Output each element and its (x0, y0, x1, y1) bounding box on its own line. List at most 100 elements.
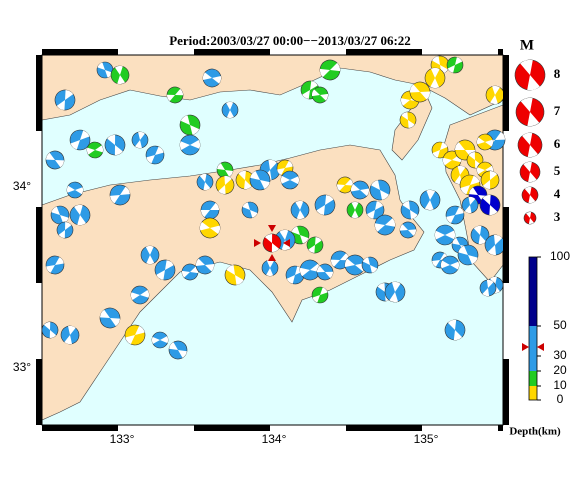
focal-mechanism (215, 175, 235, 195)
focal-mechanism (224, 264, 246, 286)
colorbar-label: Depth(km) (509, 426, 561, 438)
ball-body (110, 65, 130, 85)
ball-body (444, 319, 466, 341)
ball-body (202, 68, 222, 88)
ball-quadrant (344, 258, 366, 272)
colorbar-segment (529, 257, 537, 326)
ball-quadrant (468, 151, 482, 169)
ball-quadrant (350, 183, 370, 197)
ball-body (521, 186, 539, 204)
depth-marker (522, 343, 544, 351)
legend-ball (521, 186, 539, 204)
focal-mechanism (131, 131, 149, 149)
ball-quadrant (434, 230, 456, 240)
ball-quadrant (446, 206, 464, 224)
ball-quadrant (458, 245, 478, 265)
ball-quadrant (43, 321, 57, 339)
ball-quadrant (156, 260, 174, 280)
focal-mechanism (124, 324, 146, 346)
ball-quadrant (179, 140, 201, 150)
focal-mechanism (346, 201, 364, 219)
focal-mechanism (109, 184, 131, 206)
focal-mechanism (104, 134, 126, 156)
ball-quadrant (490, 85, 500, 105)
ball-quadrant (473, 225, 487, 245)
colorbar-tick-label: 20 (553, 363, 567, 377)
ball-quadrant (432, 253, 448, 267)
focal-mechanism (50, 205, 70, 225)
ball-quadrant (524, 186, 536, 204)
focal-mechanism (440, 255, 460, 275)
ball-quadrant (166, 88, 184, 102)
focal-mechanism (400, 200, 420, 220)
focal-mechanism (179, 134, 201, 156)
ball-body (424, 67, 446, 89)
colorbar-segment (529, 326, 537, 356)
legend-ball (514, 59, 546, 91)
colorbar-tick-label: 100 (550, 249, 570, 263)
legend-ball (519, 161, 541, 183)
legend-ball (523, 211, 537, 225)
colorbar-frame (528, 256, 538, 401)
ball-body (514, 59, 546, 91)
ball-quadrant (146, 146, 164, 164)
lat-label: 34° (13, 179, 31, 193)
ball-body (66, 181, 84, 199)
ball-quadrant (454, 165, 466, 185)
ball-quadrant (520, 59, 540, 91)
ball-body (261, 259, 279, 277)
ball-quadrant (302, 81, 318, 99)
ball-body (60, 325, 80, 345)
ball-quadrant (401, 111, 415, 129)
focal-mechanism (96, 61, 114, 79)
ball-quadrant (374, 218, 396, 232)
ball-quadrant (402, 200, 418, 220)
focal-mechanism (399, 111, 417, 129)
ball-quadrant (389, 281, 401, 303)
focal-mechanism (480, 170, 500, 190)
ball-body (130, 285, 150, 305)
ball-body (384, 281, 406, 303)
ball-body (434, 224, 456, 246)
focal-mechanism (384, 281, 406, 303)
ball-body (221, 101, 239, 119)
focal-mechanism (319, 59, 341, 81)
ball-quadrant (45, 152, 65, 168)
ball-quadrant (399, 224, 417, 236)
lon-label: 133° (110, 432, 135, 446)
ball-quadrant (460, 175, 480, 195)
focal-mechanism (181, 263, 199, 281)
focal-mechanism (168, 340, 188, 360)
event-marker (254, 239, 261, 247)
ball-quadrant (264, 233, 280, 253)
event-marker (283, 239, 290, 247)
focal-mechanism (145, 145, 165, 165)
focal-mechanism (45, 150, 65, 170)
focal-mechanism (485, 85, 505, 105)
ball-quadrant (114, 65, 126, 85)
ball-quadrant (74, 204, 86, 226)
ball-quadrant (109, 186, 131, 204)
ball-quadrant (312, 287, 328, 303)
ball-quadrant (242, 202, 258, 218)
focal-mechanism (60, 325, 80, 345)
colorbar-segment (529, 386, 537, 400)
ball-body (86, 141, 104, 159)
ball-quadrant (330, 253, 350, 267)
focal-mechanism (434, 224, 456, 246)
ball-quadrant (447, 319, 463, 341)
focal-mechanism (361, 256, 379, 274)
ball-quadrant (482, 279, 494, 297)
ball-body (519, 161, 541, 183)
ball-quadrant (46, 257, 64, 273)
ball-quadrant (135, 131, 145, 149)
ball-quadrant (130, 289, 150, 301)
focal-mechanism (316, 263, 334, 281)
legend-ball (515, 97, 545, 127)
title: Period:2003/03/27 00:00−−2013/03/27 06:2… (169, 33, 411, 48)
ball-body (440, 255, 460, 275)
lat-label: 33° (13, 360, 31, 374)
focal-mechanism (374, 214, 396, 236)
ball-body (515, 97, 545, 127)
focal-mechanism (99, 307, 121, 329)
